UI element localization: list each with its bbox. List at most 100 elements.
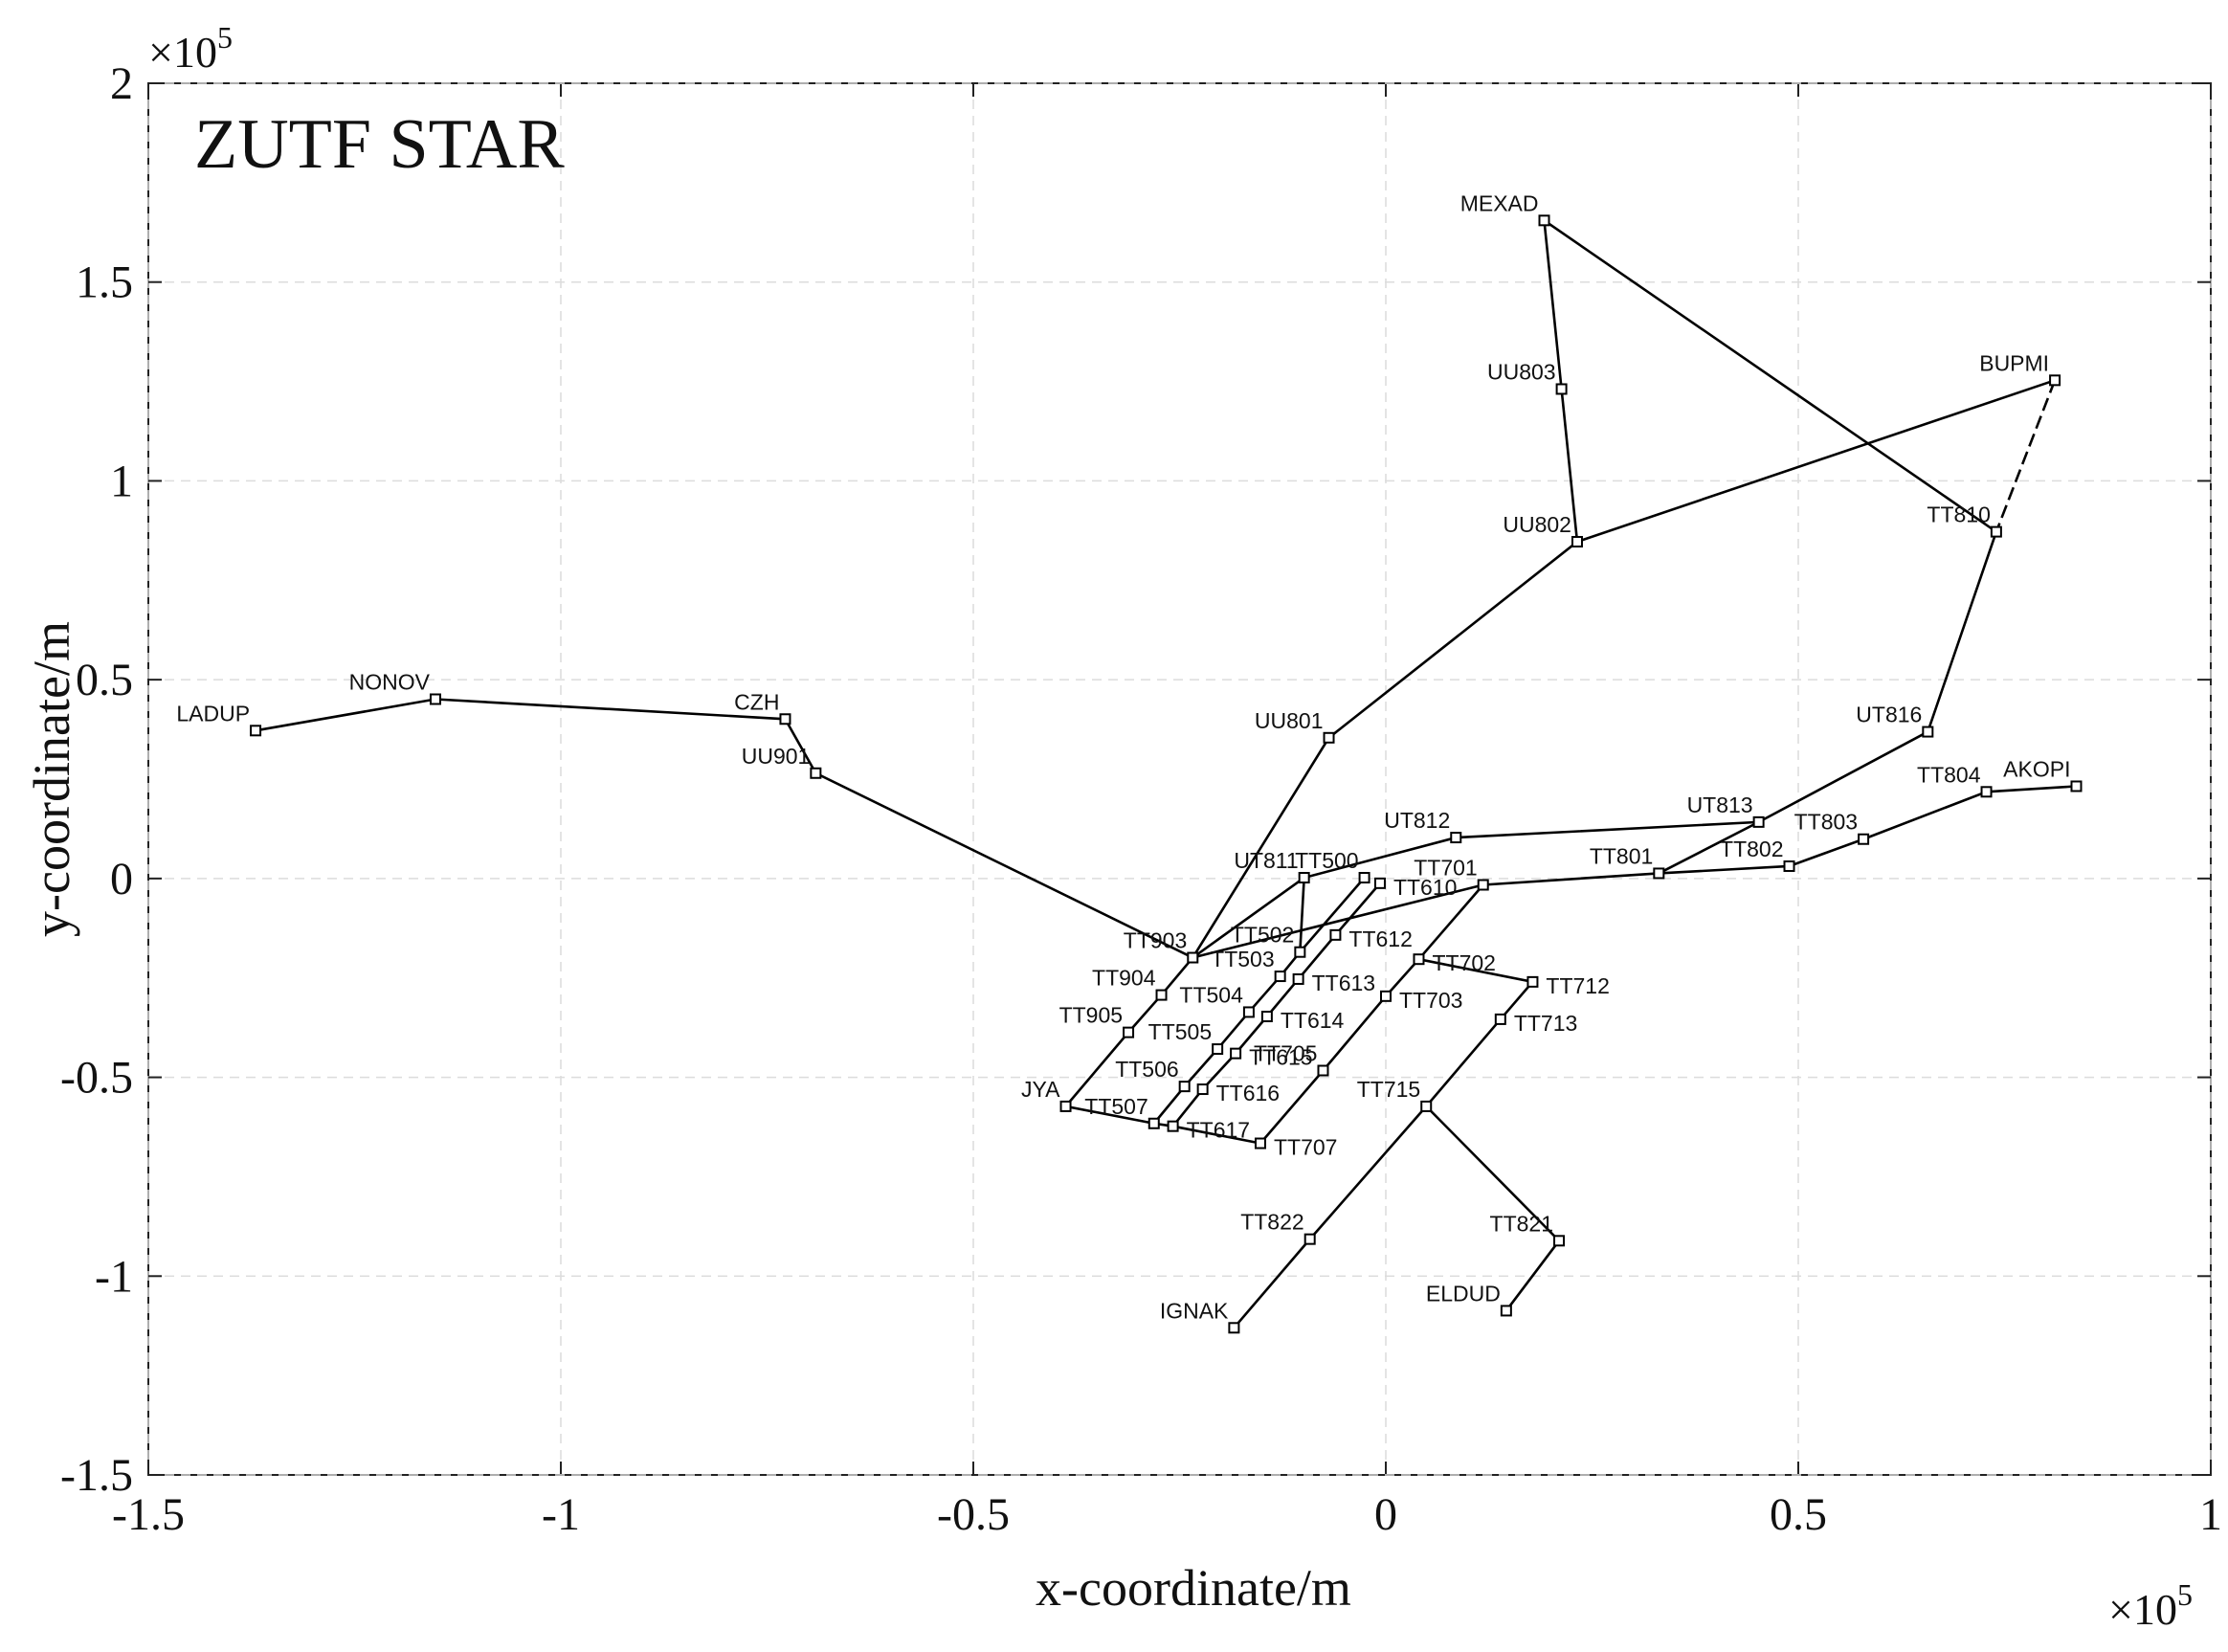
station-label: TT803 (1794, 810, 1858, 835)
station-label: TT904 (1092, 966, 1156, 991)
x-tick-label: -1.5 (112, 1489, 185, 1540)
station-label: NONOV (349, 669, 431, 694)
station-label: UU801 (1255, 708, 1324, 733)
station-label: TT822 (1240, 1210, 1303, 1235)
station-label: UT812 (1384, 808, 1450, 833)
chart-title: ZUTF STAR (194, 105, 565, 184)
station-marker (1329, 928, 1342, 941)
station-marker (1242, 1006, 1255, 1018)
station-label: IGNAK (1160, 1298, 1229, 1323)
station-label: TT614 (1281, 1008, 1345, 1033)
station-marker (1123, 1026, 1135, 1038)
station-label: TT703 (1399, 988, 1462, 1013)
station-marker (1254, 1137, 1266, 1150)
station-label: ELDUD (1426, 1281, 1501, 1306)
station-marker (1196, 1083, 1209, 1096)
station-label: TT612 (1348, 926, 1412, 951)
station-marker (1292, 972, 1304, 985)
station-marker (1303, 1233, 1316, 1245)
y-multiplier-base: ×10 (148, 28, 217, 77)
station-label: UT813 (1687, 793, 1753, 817)
route-line (1192, 820, 1759, 959)
station-marker (429, 693, 441, 705)
station-marker (1500, 1305, 1512, 1317)
y-tick-label: 0.5 (76, 655, 133, 705)
station-label: TT801 (1590, 843, 1653, 868)
station-marker (1783, 859, 1795, 872)
station-label: TT802 (1720, 837, 1783, 861)
station-marker (1494, 1013, 1506, 1025)
x-multiplier-base: ×10 (2108, 1585, 2177, 1634)
x-tick-label: 0.5 (1770, 1489, 1827, 1540)
station-label: TT810 (1927, 502, 1990, 527)
y-tick-label: 1.5 (76, 257, 133, 308)
x-tick-label: 0 (1374, 1489, 1397, 1540)
x-tick-label: 1 (2199, 1489, 2222, 1540)
station-label: JYA (1021, 1077, 1060, 1102)
station-label: TT705 (1254, 1041, 1317, 1066)
station-marker (1317, 1064, 1329, 1077)
route-line (1299, 877, 1305, 952)
y-multiplier: ×105 (148, 20, 233, 77)
station-marker (1230, 1047, 1242, 1060)
station-label: TT500 (1295, 848, 1358, 873)
station-marker (250, 725, 262, 737)
x-multiplier: ×105 (2108, 1577, 2193, 1634)
x-tick-label: -1 (542, 1489, 580, 1540)
station-label: TT702 (1432, 950, 1495, 975)
station-marker (1858, 833, 1870, 845)
station-label: TT713 (1514, 1011, 1577, 1036)
y-tick-label: -1.5 (60, 1450, 133, 1501)
station-marker (1990, 525, 2002, 538)
station-marker (1571, 535, 1583, 547)
station-label: UU802 (1503, 512, 1571, 537)
station-marker (1155, 989, 1168, 1001)
station-label: UU901 (742, 744, 811, 769)
station-label: CZH (734, 689, 779, 714)
station-marker (1294, 946, 1306, 958)
station-label: UT816 (1856, 703, 1922, 727)
y-tick-label: -0.5 (60, 1053, 133, 1104)
station-label: TT503 (1211, 947, 1274, 971)
y-axis-label: y-coordinate/m (23, 621, 80, 937)
plot-frame (147, 82, 2212, 1476)
y-tick-label: -1 (95, 1251, 133, 1302)
route-line (1576, 379, 2056, 544)
station-marker (2049, 374, 2061, 387)
station-marker (1260, 1011, 1273, 1023)
station-label: TT615 (1249, 1045, 1312, 1070)
station-label: TT712 (1546, 973, 1609, 998)
station-marker (1228, 1322, 1240, 1334)
station-label: TT616 (1216, 1081, 1280, 1105)
station-marker (1178, 1081, 1191, 1093)
station-marker (1420, 1100, 1433, 1112)
station-marker (810, 767, 822, 779)
station-label: BUPMI (1979, 350, 2049, 375)
station-label: TT502 (1231, 923, 1294, 948)
route-line (1994, 379, 2057, 533)
station-label: TT617 (1187, 1118, 1250, 1143)
station-label: TT507 (1084, 1094, 1147, 1119)
station-marker (1526, 975, 1539, 988)
station-label: UT811 (1234, 848, 1298, 873)
station-marker (1450, 832, 1462, 844)
x-axis-label: x-coordinate/m (1036, 1559, 1351, 1617)
station-label: TT506 (1115, 1057, 1178, 1082)
y-tick-label: 1 (110, 456, 133, 506)
station-label: TT905 (1059, 1003, 1123, 1028)
station-label: LADUP (176, 701, 250, 726)
station-marker (1187, 951, 1199, 964)
station-label: MEXAD (1460, 190, 1539, 215)
station-label: TT610 (1393, 875, 1457, 900)
station-label: TT821 (1490, 1211, 1553, 1236)
y-tick-label: 0 (110, 854, 133, 904)
station-marker (1653, 867, 1665, 880)
y-tick-label: 2 (110, 58, 133, 109)
station-marker (1538, 214, 1550, 227)
station-marker (1380, 990, 1392, 1002)
station-marker (1323, 731, 1335, 744)
station-label: TT701 (1414, 856, 1477, 881)
station-label: TT715 (1357, 1077, 1420, 1102)
station-marker (1553, 1235, 1566, 1247)
station-marker (1298, 872, 1310, 884)
